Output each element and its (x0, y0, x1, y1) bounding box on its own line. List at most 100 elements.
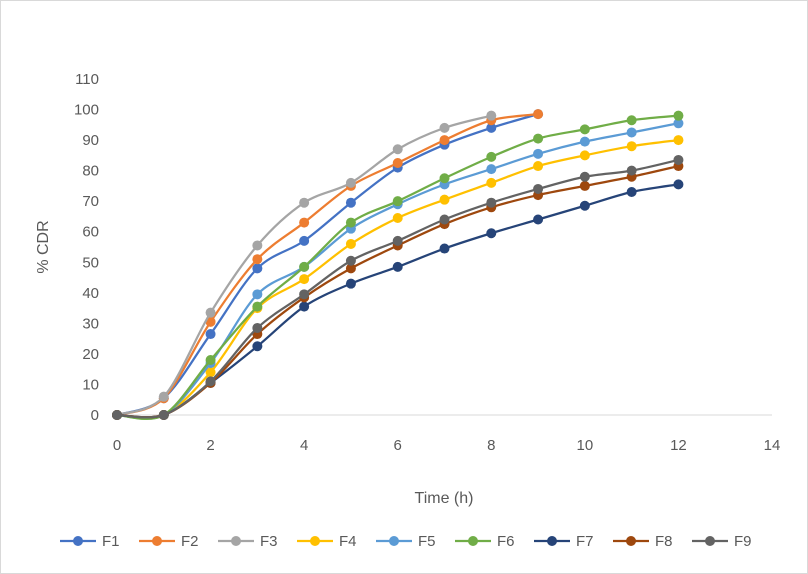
data-point-f4 (626, 141, 637, 152)
legend-label: F7 (576, 533, 594, 550)
data-point-f2 (392, 158, 403, 168)
data-point-f1 (299, 235, 310, 246)
data-point-f5 (673, 118, 684, 129)
data-point-f9 (626, 165, 637, 176)
data-point-f2 (439, 135, 450, 146)
data-point-f9 (392, 235, 403, 246)
legend-swatch-marker (389, 536, 399, 546)
x-tick-label: 0 (113, 437, 121, 454)
y-tick-label: 60 (82, 224, 99, 241)
x-tick-label: 8 (487, 437, 495, 454)
y-tick-label: 50 (82, 254, 99, 271)
y-tick-label: 20 (82, 346, 99, 363)
data-point-f9 (533, 183, 544, 194)
legend-label: F5 (418, 533, 436, 550)
legend-item-f1: F1 (60, 533, 120, 550)
tick-labels: 0 2 4 6 8 10 12 14 0 10 20 30 40 50 60 70 80 90 100 110 (74, 71, 780, 454)
legend-swatch-marker (73, 536, 83, 546)
data-point-f7 (486, 228, 497, 239)
y-tick-label: 0 (91, 407, 99, 424)
y-tick-label: 30 (82, 315, 99, 332)
x-tick-label: 2 (206, 437, 214, 454)
legend-label: F4 (339, 533, 357, 550)
data-point-f6 (486, 151, 497, 162)
data-point-f3 (252, 240, 263, 251)
data-point-f3 (392, 144, 403, 155)
data-point-f6 (345, 217, 356, 228)
data-point-f4 (345, 238, 356, 249)
data-point-f2 (299, 217, 310, 228)
data-point-f9 (439, 214, 450, 225)
data-point-f3 (205, 307, 216, 318)
legend-swatch-marker (231, 536, 241, 546)
legend-label: F8 (655, 533, 673, 550)
y-tick-label: 80 (82, 163, 99, 180)
legend-item-f8: F8 (613, 533, 673, 550)
legend-swatch-marker (705, 536, 715, 546)
data-point-f9 (205, 376, 216, 387)
data-point-f9 (252, 322, 263, 333)
y-tick-label: 40 (82, 285, 99, 302)
data-point-f9 (345, 255, 356, 266)
legend-item-f3: F3 (218, 533, 278, 550)
data-point-f9 (579, 171, 590, 182)
legend-swatch-marker (547, 536, 557, 546)
data-point-f5 (626, 127, 637, 138)
data-point-f7 (673, 179, 684, 190)
data-point-f2 (252, 254, 263, 265)
data-point-f6 (252, 301, 263, 312)
legend-item-f5: F5 (376, 533, 436, 550)
series-line-f2 (115, 113, 540, 417)
legend-label: F1 (102, 533, 120, 550)
data-point-f6 (299, 261, 310, 272)
data-point-f1 (205, 329, 216, 340)
data-point-f6 (205, 355, 216, 366)
legend-label: F6 (497, 533, 515, 550)
data-point-f3 (158, 391, 169, 402)
x-tick-label: 10 (577, 437, 594, 454)
data-point-f4 (299, 274, 310, 285)
data-point-f5 (533, 148, 544, 159)
data-point-f3 (345, 177, 356, 188)
data-point-f7 (252, 341, 263, 352)
data-point-f3 (486, 110, 497, 121)
data-point-f7 (345, 278, 356, 289)
x-tick-label: 6 (394, 437, 402, 454)
data-point-f7 (579, 200, 590, 211)
data-point-f7 (392, 261, 403, 272)
data-point-f4 (205, 367, 216, 378)
data-point-f6 (579, 124, 590, 135)
legend: F1 F2 F3 F4 F5 F6 F7 F8 F9 (60, 533, 752, 550)
legend-swatch-marker (310, 536, 320, 546)
y-tick-label: 110 (75, 71, 99, 88)
data-point-f4 (392, 212, 403, 223)
series-line-f3 (115, 114, 493, 417)
legend-label: F9 (734, 533, 752, 550)
data-point-f4 (579, 150, 590, 161)
y-tick-label: 10 (82, 376, 99, 393)
legend-swatch-marker (626, 536, 636, 546)
data-point-f5 (579, 136, 590, 147)
data-point-f7 (439, 243, 450, 254)
x-tick-label: 4 (300, 437, 308, 454)
legend-item-f2: F2 (139, 533, 199, 550)
data-point-f6 (673, 110, 684, 121)
y-axis-title: % CDR (35, 220, 52, 273)
data-point-f4 (486, 177, 497, 188)
data-point-f4 (533, 161, 544, 172)
data-point-f9 (673, 154, 684, 165)
data-point-f7 (626, 187, 637, 198)
legend-label: F2 (181, 533, 199, 550)
data-point-f5 (486, 164, 497, 175)
data-point-f8 (345, 263, 356, 274)
x-tick-label: 14 (764, 437, 781, 454)
data-point-f6 (392, 196, 403, 207)
data-point-f1 (486, 122, 497, 133)
data-point-f9 (486, 197, 497, 208)
y-tick-label: 70 (82, 193, 99, 210)
data-point-f2 (205, 316, 216, 327)
data-point-f6 (439, 173, 450, 184)
legend-label: F3 (260, 533, 278, 550)
